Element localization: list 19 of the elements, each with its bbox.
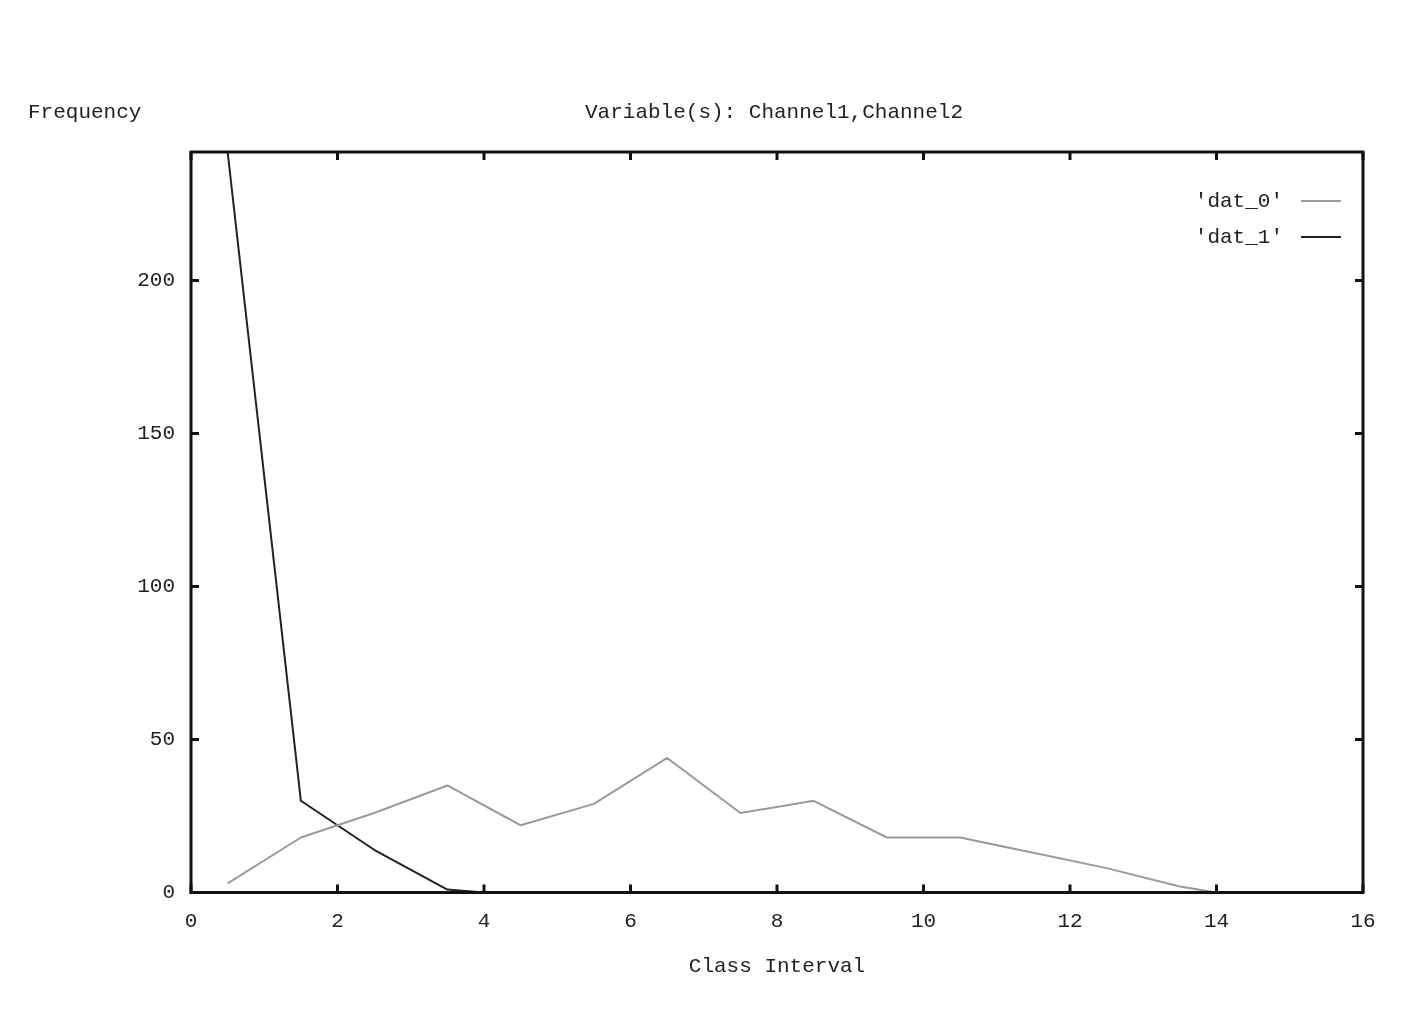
- y-axis-title: Frequency: [28, 101, 142, 124]
- x-tick-label: 8: [770, 909, 784, 933]
- x-tick-label: 6: [624, 909, 637, 933]
- x-tick-label: 16: [1350, 909, 1376, 933]
- x-tick-label: 0: [184, 909, 198, 933]
- y-tick-label: 100: [137, 575, 175, 599]
- x-axis-title: Class Interval: [688, 954, 866, 978]
- legend-label: 'dat_1': [1194, 225, 1283, 249]
- y-tick-label: 200: [137, 269, 175, 293]
- y-tick-label: 0: [162, 881, 175, 905]
- chart-title: Variable(s): Channel1,Channel2: [584, 101, 964, 124]
- x-tick-label: 4: [477, 909, 491, 933]
- legend-label: 'dat_0': [1194, 189, 1283, 213]
- x-tick-label: 2: [331, 909, 344, 933]
- y-tick-label: 150: [137, 422, 175, 446]
- y-tick-label: 50: [149, 728, 175, 752]
- x-tick-label: 10: [910, 909, 937, 933]
- x-tick-label: 14: [1203, 909, 1230, 933]
- x-tick-label: 12: [1057, 909, 1083, 933]
